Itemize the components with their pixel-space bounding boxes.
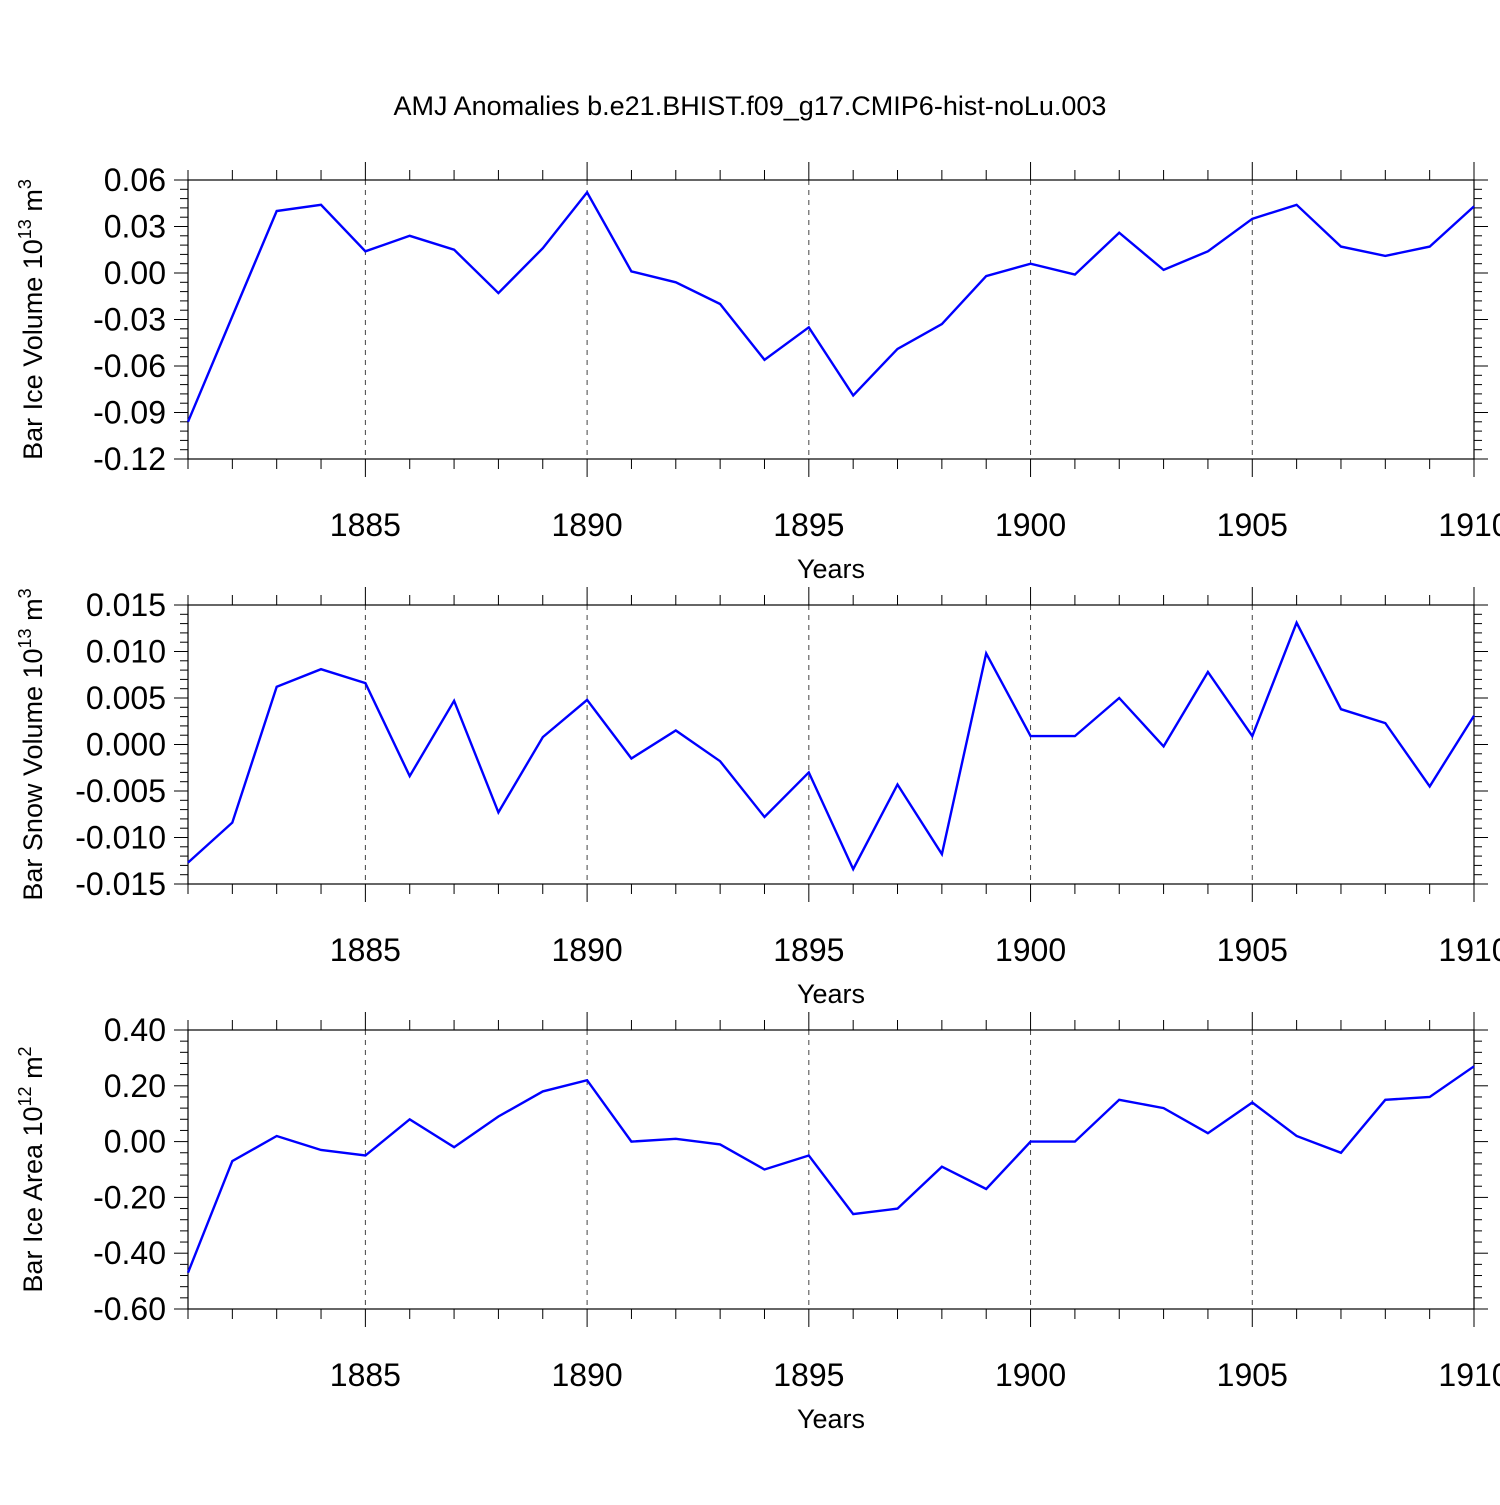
y-tick-label: -0.005 [75,773,166,809]
plot-frame [187,179,1475,460]
y-tick-label: 0.005 [86,680,166,716]
x-tick-label: 1905 [1217,507,1288,543]
y-tick-label: -0.60 [93,1291,166,1327]
x-tick-label: 1905 [1217,1357,1288,1393]
y-tick-label: 0.20 [104,1068,166,1104]
x-tick-label: 1895 [773,1357,844,1393]
series-line [187,619,1476,872]
plot-frame [187,604,1475,885]
x-tick-label: 1895 [773,932,844,968]
panel-bottom: 1885 1890 1895 1900 1905 1910 Years -0.60 -0.40 -… [15,1012,1500,1434]
y-tick-label: 0.06 [104,162,166,198]
y-tick-label: -0.06 [93,348,166,384]
x-tick-label: 1895 [773,507,844,543]
x-tick-label: 1885 [330,1357,401,1393]
y-axis-label: Bar Ice Area 1012 m2 [15,1046,48,1292]
x-tick-label: 1900 [995,507,1066,543]
x-axis-label: Years [797,1404,865,1434]
y-tick-label: -0.03 [93,302,166,338]
y-tick-label: 0.40 [104,1012,166,1048]
plot-frame [187,1029,1475,1310]
x-tick-label: 1910 [1438,1357,1500,1393]
x-tick-label: 1900 [995,1357,1066,1393]
y-axis-label: Bar Snow Volume 1013 m3 [15,588,48,900]
x-tick-label: 1910 [1438,507,1500,543]
x-tick-label: 1885 [330,507,401,543]
x-tick-label: 1910 [1438,932,1500,968]
y-tick-label: -0.40 [93,1235,166,1271]
y-tick-label: -0.09 [93,395,166,431]
x-tick-label: 1900 [995,932,1066,968]
x-tick-label: 1885 [330,932,401,968]
x-axis-label: Years [797,979,865,1009]
y-axis-label: Bar Ice Volume 1013 m3 [15,179,48,460]
x-tick-label: 1890 [552,1357,623,1393]
x-axis-label: Years [797,554,865,584]
series-line [186,1065,1475,1274]
y-tick-label: -0.12 [93,441,166,477]
y-tick-label: 0.03 [104,209,166,245]
y-tick-label: -0.015 [75,866,166,902]
y-tick-label: -0.010 [75,820,166,856]
panel-top: 1885 1890 1895 1900 1905 1910 Years -0.12 -0.09 -… [15,162,1500,584]
chart-title: AMJ Anomalies b.e21.BHIST.f09_g17.CMIP6-… [394,91,1107,121]
panel-middle: 1885 1890 1895 1900 1905 1910 Years -0.015 -0.01… [15,587,1500,1009]
x-tick-label: 1890 [552,932,623,968]
series-line [186,190,1475,423]
y-tick-label: -0.20 [93,1179,166,1215]
x-tick-label: 1905 [1217,932,1288,968]
y-tick-label: 0.010 [86,634,166,670]
x-tick-label: 1890 [552,507,623,543]
y-tick-label: 0.00 [104,1124,166,1160]
y-tick-label: 0.015 [86,587,166,623]
y-tick-label: 0.000 [86,727,166,763]
y-tick-label: 0.00 [104,255,166,291]
